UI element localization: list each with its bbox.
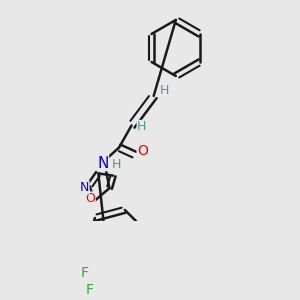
Text: H: H xyxy=(137,120,147,134)
Text: N: N xyxy=(97,156,109,171)
Text: F: F xyxy=(85,283,94,297)
Text: F: F xyxy=(81,266,89,280)
Text: O: O xyxy=(85,192,95,205)
Text: H: H xyxy=(111,158,121,171)
Text: N: N xyxy=(80,181,89,194)
Text: O: O xyxy=(137,144,148,158)
Text: H: H xyxy=(159,83,169,97)
